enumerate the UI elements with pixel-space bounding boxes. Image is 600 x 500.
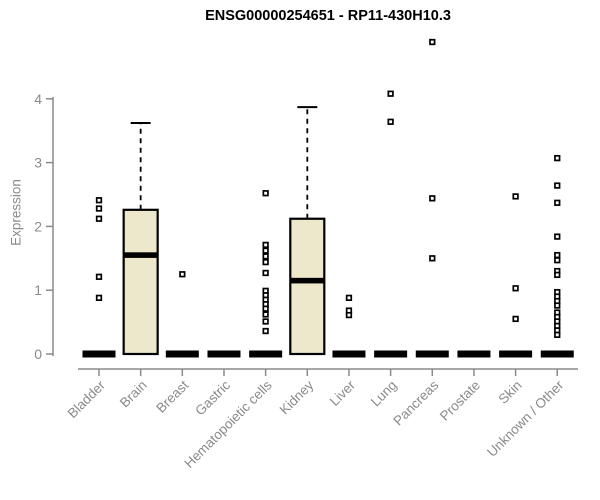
y-tick-label: 0 (34, 346, 42, 362)
outlier-point-skin (512, 315, 519, 323)
box-brain (122, 208, 159, 356)
zero-bar-skin (499, 350, 533, 358)
zero-bar-bladder (82, 350, 116, 358)
x-tick-label-lung: Lung (368, 378, 400, 410)
x-tick-label-prostate: Prostate (437, 378, 483, 424)
outlier-point-hematopoietic-cells (262, 305, 269, 312)
chart-title: ENSG00000254651 - RP11-430H10.3 (205, 8, 451, 24)
zero-bar-liver (332, 350, 366, 358)
zero-bar-prostate (457, 350, 491, 358)
outlier-point-lung (387, 118, 394, 125)
zero-bar-breast (165, 350, 199, 358)
zero-bar-lung (374, 350, 408, 358)
outlier-point-liver (345, 294, 353, 302)
outlier-point-hematopoietic-cells (262, 241, 269, 249)
outlier-point-unknown-other (554, 271, 561, 279)
y-tick-label: 2 (34, 218, 42, 234)
box-kidney (289, 217, 326, 356)
x-tick-label-skin: Skin (496, 378, 525, 407)
outlier-point-unknown-other (554, 182, 561, 189)
x-tick-label-breast: Breast (153, 377, 191, 415)
x-tick-label-gastric: Gastric (192, 377, 233, 418)
outlier-point-unknown-other (554, 154, 561, 162)
x-tick-label-bladder: Bladder (65, 377, 109, 421)
outlier-point-liver (345, 311, 353, 319)
x-tick-label-kidney: Kidney (277, 377, 317, 417)
outlier-point-unknown-other (554, 251, 561, 259)
outlier-point-bladder (95, 197, 103, 204)
outlier-point-unknown-other (554, 302, 561, 309)
x-tick-label-brain: Brain (117, 378, 150, 411)
outlier-point-breast (179, 271, 186, 278)
outlier-point-bladder (95, 294, 103, 302)
outlier-point-hematopoietic-cells (262, 327, 269, 335)
outlier-point-pancreas (429, 255, 436, 262)
outlier-point-skin (512, 285, 519, 292)
x-tick-label-liver: Liver (327, 377, 359, 409)
outlier-point-pancreas (429, 195, 436, 202)
y-tick-label: 4 (34, 91, 42, 107)
median-line-kidney (290, 277, 325, 284)
x-tick-label-pancreas: Pancreas (390, 377, 441, 428)
outlier-point-hematopoietic-cells (262, 311, 269, 318)
y-tick-label: 1 (34, 282, 42, 298)
outlier-point-hematopoietic-cells (262, 247, 269, 254)
outlier-point-pancreas (429, 38, 436, 46)
outlier-point-unknown-other (554, 331, 561, 339)
zero-bar-unknown-other (540, 350, 574, 358)
outlier-point-hematopoietic-cells (262, 253, 269, 260)
outlier-point-hematopoietic-cells (262, 190, 269, 197)
zero-bar-gastric (207, 350, 241, 358)
outlier-point-unknown-other (554, 199, 561, 206)
outlier-point-hematopoietic-cells (262, 269, 269, 277)
outlier-point-skin (512, 193, 519, 200)
outlier-point-hematopoietic-cells (262, 258, 269, 266)
outlier-point-bladder (95, 205, 103, 212)
x-tick-label-unknown-other: Unknown / Other (484, 377, 567, 460)
outlier-point-unknown-other (554, 257, 561, 264)
outlier-point-bladder (95, 273, 103, 280)
outlier-point-unknown-other (554, 233, 561, 240)
zero-bar-pancreas (415, 350, 449, 358)
outlier-point-lung (387, 90, 394, 97)
outlier-point-bladder (95, 215, 103, 222)
zero-bar-hematopoietic-cells (249, 350, 283, 358)
y-tick-label: 3 (34, 155, 42, 171)
median-line-brain (123, 252, 158, 258)
outlier-point-hematopoietic-cells (262, 318, 269, 325)
